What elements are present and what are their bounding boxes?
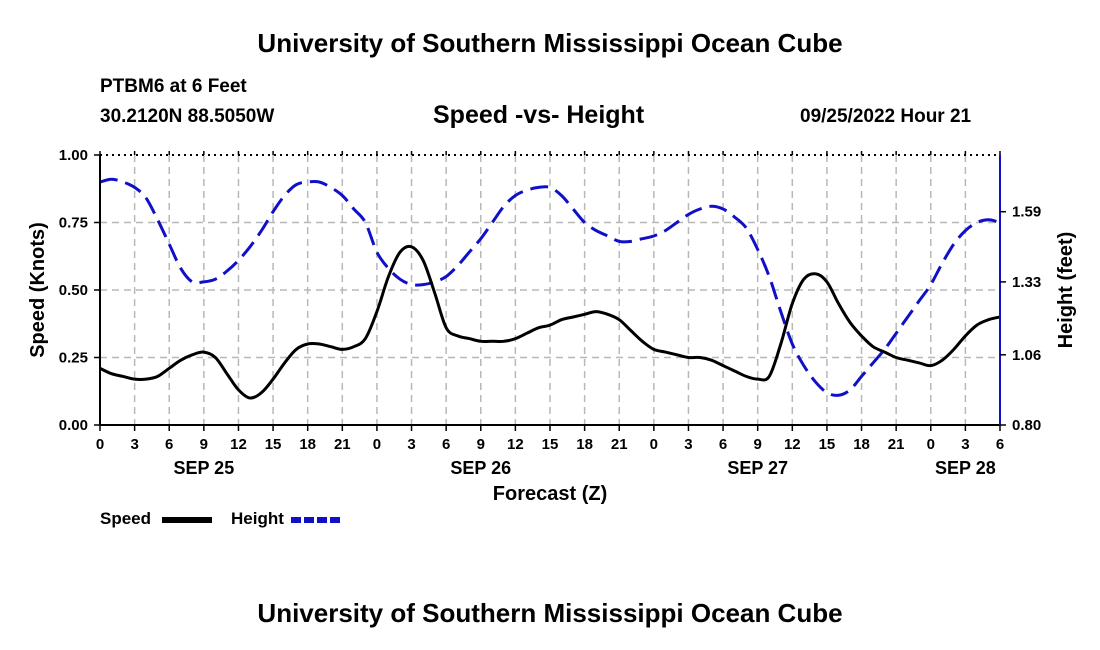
x-tick-label: 21 <box>888 436 905 453</box>
height-series-line <box>99 177 1001 397</box>
x-tick-label: 3 <box>961 436 969 453</box>
x-tick-label: 6 <box>719 436 727 453</box>
chart-subtitle: Speed -vs- Height <box>433 101 645 129</box>
axis-layer: 0 3 6 9 12 15 18 21 0 3 6 9 12 15 18 21 0 3 6 9 12 15 18 21 0 3 6S… <box>59 147 1041 478</box>
x-day-label: SEP 27 <box>727 458 788 478</box>
y2-tick-label: 0.80 <box>1012 417 1041 434</box>
x-tick-label: 6 <box>165 436 173 453</box>
y2-tick-label: 1.06 <box>1012 347 1041 364</box>
x-tick-label: 15 <box>542 436 559 453</box>
y-tick-label: 0.50 <box>59 282 88 299</box>
y2-axis-label: Height (feet) <box>1055 232 1077 349</box>
footer-title: University of Southern Mississippi Ocean… <box>257 598 843 628</box>
x-tick-label: 6 <box>996 436 1004 453</box>
x-tick-label: 9 <box>754 436 762 453</box>
x-tick-label: 21 <box>334 436 351 453</box>
x-tick-label: 15 <box>265 436 282 453</box>
x-day-label: SEP 26 <box>450 458 511 478</box>
x-tick-label: 0 <box>373 436 381 453</box>
y-tick-label: 0.00 <box>59 417 88 434</box>
x-tick-label: 12 <box>784 436 801 453</box>
x-tick-label: 15 <box>819 436 836 453</box>
x-tick-label: 0 <box>927 436 935 453</box>
grid-layer <box>100 155 1000 425</box>
x-tick-label: 18 <box>853 436 870 453</box>
x-tick-label: 18 <box>299 436 316 453</box>
y-tick-label: 1.00 <box>59 147 88 164</box>
y2-tick-label: 1.33 <box>1012 274 1041 291</box>
x-tick-label: 3 <box>684 436 692 453</box>
x-tick-label: 3 <box>130 436 138 453</box>
x-tick-label: 0 <box>96 436 104 453</box>
legend-height-label: Height <box>231 509 284 528</box>
x-tick-label: 21 <box>611 436 628 453</box>
x-tick-label: 9 <box>477 436 485 453</box>
series-layer <box>99 177 1001 400</box>
x-axis-label: Forecast (Z) <box>493 483 607 505</box>
coordinates-label: 30.2120N 88.5050W <box>100 106 275 127</box>
y-axis-label: Speed (Knots) <box>27 222 49 358</box>
x-tick-label: 9 <box>200 436 208 453</box>
x-tick-label: 6 <box>442 436 450 453</box>
x-tick-label: 12 <box>230 436 247 453</box>
forecast-datetime: 09/25/2022 Hour 21 <box>800 106 972 127</box>
y-tick-label: 0.25 <box>59 350 88 367</box>
x-tick-label: 12 <box>507 436 524 453</box>
chart-main-title: University of Southern Mississippi Ocean… <box>257 28 843 58</box>
y-tick-label: 0.75 <box>59 215 88 232</box>
x-tick-label: 18 <box>576 436 593 453</box>
station-label: PTBM6 at 6 Feet <box>100 76 247 97</box>
x-day-label: SEP 28 <box>935 458 996 478</box>
x-day-label: SEP 25 <box>173 458 234 478</box>
y2-tick-label: 1.59 <box>1012 204 1041 221</box>
x-tick-label: 0 <box>650 436 658 453</box>
legend-speed-label: Speed <box>100 509 152 528</box>
speed-series-line <box>99 244 1001 400</box>
x-tick-label: 3 <box>407 436 415 453</box>
